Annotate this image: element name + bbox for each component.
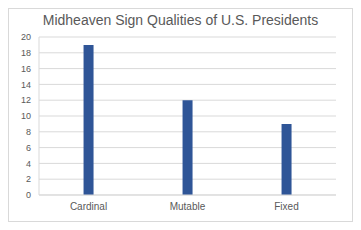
svg-text:Cardinal: Cardinal	[70, 201, 107, 212]
svg-text:14: 14	[21, 80, 31, 90]
svg-text:20: 20	[21, 32, 31, 42]
svg-text:10: 10	[21, 111, 31, 121]
svg-text:Mutable: Mutable	[170, 201, 206, 212]
svg-text:8: 8	[26, 127, 31, 137]
svg-text:16: 16	[21, 64, 31, 74]
svg-text:4: 4	[26, 159, 31, 169]
svg-text:Fixed: Fixed	[274, 201, 298, 212]
svg-text:0: 0	[26, 190, 31, 200]
svg-text:6: 6	[26, 143, 31, 153]
svg-text:12: 12	[21, 95, 31, 105]
svg-text:2: 2	[26, 174, 31, 184]
svg-text:18: 18	[21, 48, 31, 58]
html-text:Midheaven Sign Qualities of U.: Midheaven Sign Qualities of U.S. Preside…	[42, 12, 319, 28]
